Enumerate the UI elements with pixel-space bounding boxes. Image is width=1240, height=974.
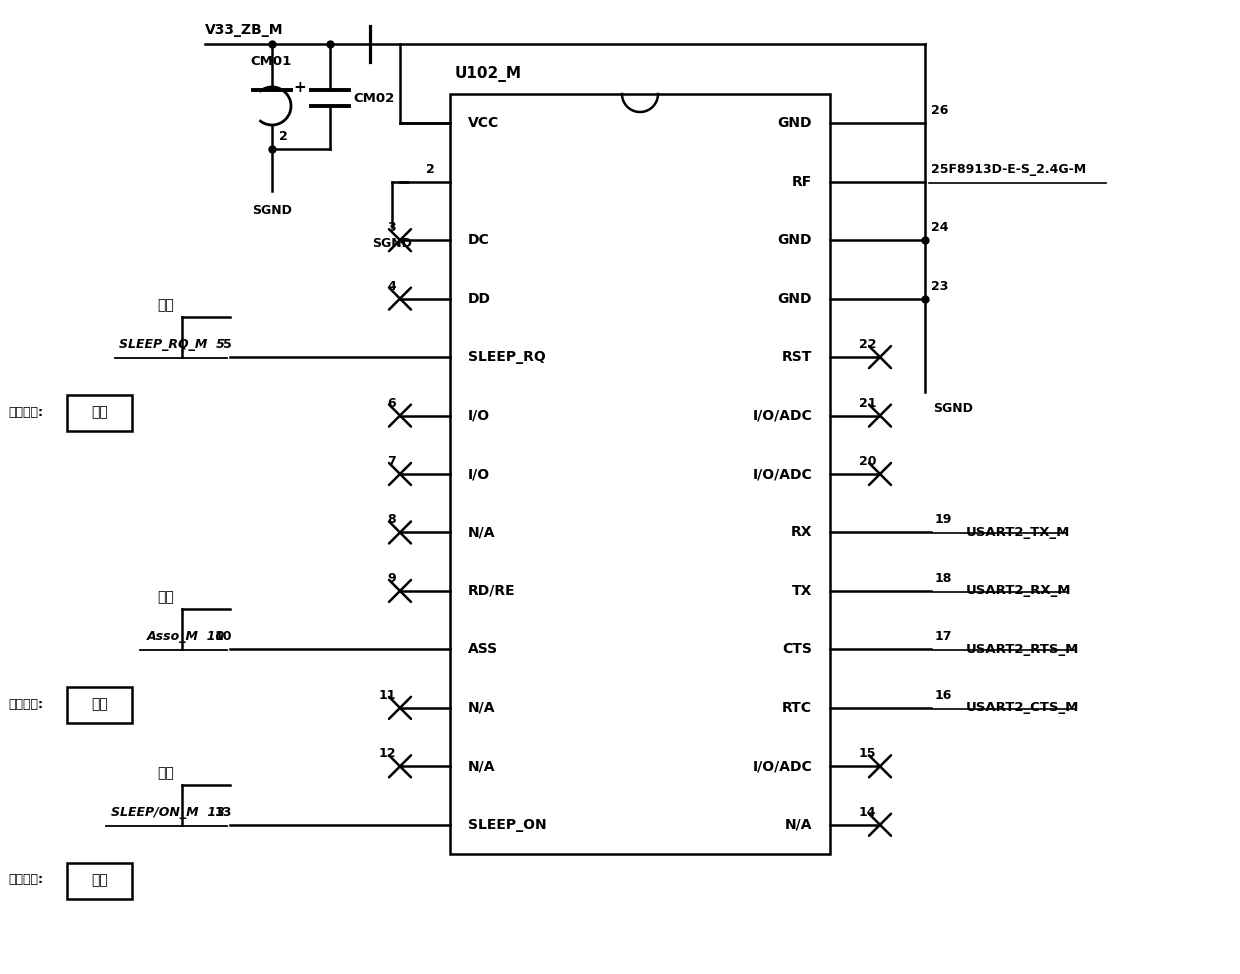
Text: 11: 11	[378, 689, 396, 702]
Text: U102_M: U102_M	[455, 66, 522, 82]
Text: SGND: SGND	[372, 237, 412, 249]
Text: 2: 2	[427, 163, 435, 175]
Text: 7: 7	[387, 455, 396, 468]
Text: 8: 8	[387, 513, 396, 527]
Text: 休眠指示:: 休眠指示:	[7, 405, 43, 419]
Text: 18: 18	[935, 572, 952, 585]
Text: 17: 17	[935, 630, 952, 644]
Text: 15: 15	[858, 747, 875, 761]
Text: I/O/ADC: I/O/ADC	[753, 408, 812, 423]
Text: N/A: N/A	[467, 525, 496, 540]
Text: CM01: CM01	[250, 55, 291, 68]
Text: GND: GND	[777, 291, 812, 306]
Text: 上线: 上线	[91, 697, 108, 711]
Text: 23: 23	[931, 280, 949, 292]
Text: DC: DC	[467, 233, 490, 247]
Text: GND: GND	[777, 116, 812, 131]
Text: RD/RE: RD/RE	[467, 584, 516, 598]
Text: 唤醒: 唤醒	[91, 873, 108, 886]
Text: RTC: RTC	[782, 701, 812, 715]
Text: DD: DD	[467, 291, 491, 306]
Text: GND: GND	[777, 233, 812, 247]
Text: SGND: SGND	[252, 204, 291, 217]
Text: USART2_TX_M: USART2_TX_M	[966, 526, 1070, 539]
Text: 3: 3	[387, 221, 396, 234]
Text: 14: 14	[858, 805, 875, 819]
Text: 21: 21	[858, 396, 875, 409]
Text: 16: 16	[935, 689, 952, 702]
Text: 10: 10	[215, 630, 232, 644]
Text: 休眠: 休眠	[157, 766, 174, 780]
Text: 6: 6	[387, 396, 396, 409]
Text: 22: 22	[858, 338, 875, 351]
Text: 状态指示:: 状态指示:	[7, 874, 43, 886]
Text: 5: 5	[223, 338, 232, 351]
Text: 下线: 下线	[157, 590, 174, 605]
Text: SLEEP_RQ: SLEEP_RQ	[467, 350, 546, 364]
Text: I/O: I/O	[467, 408, 490, 423]
Bar	[450, 94, 830, 854]
Text: VCC: VCC	[467, 116, 500, 131]
Text: +: +	[293, 80, 306, 94]
Bar	[67, 395, 131, 431]
Text: SLEEP_ON: SLEEP_ON	[467, 818, 547, 832]
Text: N/A: N/A	[467, 760, 496, 773]
Text: CM02: CM02	[353, 92, 394, 104]
Text: 2: 2	[279, 130, 288, 143]
Bar	[67, 688, 131, 724]
Text: 9: 9	[387, 572, 396, 585]
Text: 休眠: 休眠	[157, 298, 174, 312]
Text: RX: RX	[791, 525, 812, 540]
Text: 网络状态:: 网络状态:	[7, 698, 43, 711]
Text: 19: 19	[935, 513, 952, 527]
Text: USART2_RX_M: USART2_RX_M	[966, 584, 1071, 597]
Text: ASS: ASS	[467, 643, 498, 656]
Text: N/A: N/A	[467, 701, 496, 715]
Text: TX: TX	[791, 584, 812, 598]
Text: I/O: I/O	[467, 467, 490, 481]
Text: 唤醒: 唤醒	[91, 405, 108, 419]
Text: 24: 24	[931, 221, 949, 234]
Text: 25F8913D-E-S_2.4G-M: 25F8913D-E-S_2.4G-M	[931, 163, 1086, 175]
Text: SGND: SGND	[932, 402, 973, 415]
Text: I/O/ADC: I/O/ADC	[753, 760, 812, 773]
Text: RF: RF	[792, 174, 812, 189]
Text: N/A: N/A	[785, 818, 812, 832]
Text: V33_ZB_M: V33_ZB_M	[205, 23, 284, 37]
Text: USART2_CTS_M: USART2_CTS_M	[966, 701, 1079, 714]
Text: RST: RST	[781, 350, 812, 364]
Text: 4: 4	[387, 280, 396, 292]
Text: I/O/ADC: I/O/ADC	[753, 467, 812, 481]
Text: SLEEP/ON_M  13: SLEEP/ON_M 13	[112, 805, 224, 819]
Bar	[67, 863, 131, 899]
Text: Asso_M  10: Asso_M 10	[146, 630, 224, 644]
Text: USART2_RTS_M: USART2_RTS_M	[966, 643, 1079, 656]
Text: SLEEP_RQ_M  5: SLEEP_RQ_M 5	[119, 338, 224, 351]
Text: 26: 26	[931, 104, 949, 117]
Text: 13: 13	[215, 805, 232, 819]
Text: CTS: CTS	[782, 643, 812, 656]
Text: 20: 20	[858, 455, 875, 468]
Text: 12: 12	[378, 747, 396, 761]
